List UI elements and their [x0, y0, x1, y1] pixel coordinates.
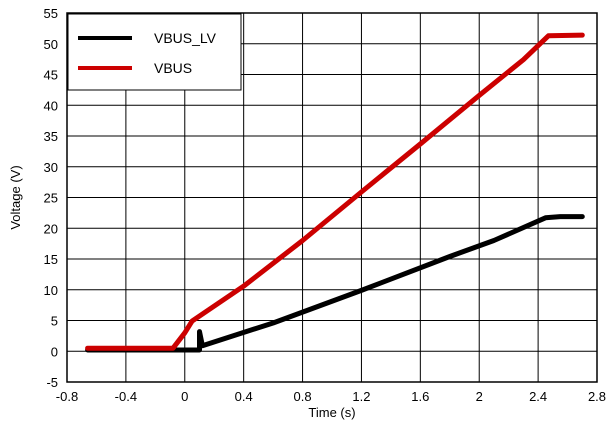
plot-border: [66, 12, 598, 383]
x-axis-label: Time (s): [308, 405, 355, 420]
x-tick-label: 2.8: [588, 389, 606, 404]
y-tick-label: -5: [46, 375, 58, 390]
legend-label-vbus-lv: VBUS_LV: [154, 30, 217, 46]
x-tick-label: 2: [476, 389, 483, 404]
x-tick-label: -0.4: [115, 389, 137, 404]
y-tick-label: 15: [44, 252, 58, 267]
series-line-vbus-lv: [85, 214, 585, 353]
series-line-vbus: [85, 32, 585, 351]
y-tick-label: 45: [44, 68, 58, 83]
legend-label-vbus: VBUS: [154, 60, 192, 76]
y-tick-label: 40: [44, 98, 58, 113]
y-axis-ticks: -5 0 5 10 15 20 25 30 35 40 45 50 55: [44, 6, 58, 390]
y-tick-label: 50: [44, 37, 58, 52]
y-tick-label: 35: [44, 129, 58, 144]
x-tick-label: 0.4: [235, 389, 253, 404]
y-tick-label: 10: [44, 283, 58, 298]
y-axis-label: Voltage (V): [8, 165, 23, 229]
x-tick-label: 0.8: [294, 389, 312, 404]
y-tick-label: 0: [51, 344, 58, 359]
x-tick-label: 2.4: [529, 389, 547, 404]
series-layer: [85, 32, 585, 353]
y-tick-label: 5: [51, 314, 58, 329]
y-tick-label: 25: [44, 191, 58, 206]
x-tick-label: 1.2: [352, 389, 370, 404]
x-axis-ticks: -0.8 -0.4 0 0.4 0.8 1.2 1.6 2 2.4 2.8: [56, 389, 606, 404]
plot-frame: [66, 12, 598, 383]
x-tick-label: -0.8: [56, 389, 78, 404]
x-tick-label: 0: [181, 389, 188, 404]
legend-box: [67, 13, 242, 91]
y-tick-label: 55: [44, 6, 58, 21]
y-tick-label: 30: [44, 160, 58, 175]
x-tick-label: 1.6: [411, 389, 429, 404]
y-tick-label: 20: [44, 221, 58, 236]
legend: VBUS_LV VBUS: [67, 13, 242, 91]
